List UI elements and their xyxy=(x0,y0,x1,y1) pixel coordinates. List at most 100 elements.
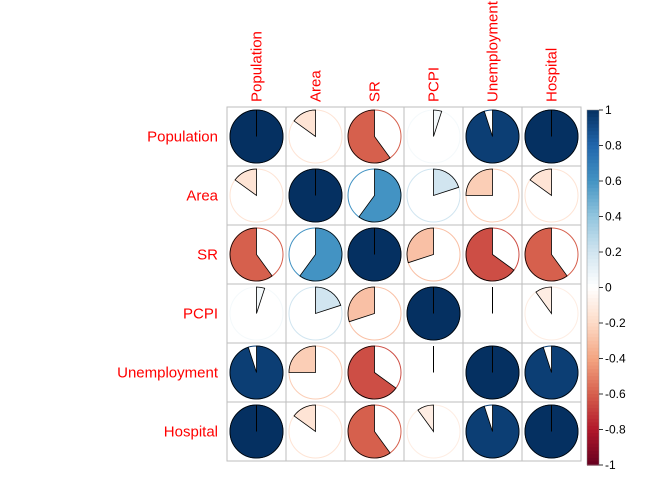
colorbar-segment xyxy=(587,454,599,459)
colorbar: 1 0.8 0.6 0.4 0.2 0 -0.2 -0.4 -0.6 -0.8 -1 xyxy=(586,103,626,472)
cell-Hospital-Area xyxy=(285,401,346,462)
col-label-PCPI: PCPI xyxy=(426,67,443,102)
colorbar-segment xyxy=(587,177,599,182)
colorbar-segment xyxy=(587,330,599,335)
colorbar-segment xyxy=(587,362,599,367)
cell-Population-Area xyxy=(285,106,346,167)
colorbar-segment xyxy=(587,312,599,317)
colorbar-segment xyxy=(587,291,599,296)
row-label-Unemployment: Unemployment xyxy=(117,365,219,382)
colorbar-segment xyxy=(587,319,599,324)
colorbar-tick-label: 0.6 xyxy=(605,174,622,188)
colorbar-segment xyxy=(587,244,599,250)
colorbar-segment xyxy=(587,440,599,445)
colorbar-segment xyxy=(587,191,599,196)
colorbar-segment xyxy=(587,230,599,235)
colorbar-segment xyxy=(587,156,599,161)
colorbar-segment xyxy=(587,124,599,129)
row-label-PCPI: PCPI xyxy=(183,306,218,323)
cell-Area-Population xyxy=(226,165,287,226)
cell-SR-Hospital xyxy=(521,224,582,285)
cell-Population-Population xyxy=(226,106,287,167)
cell-PCPI-Hospital xyxy=(521,283,582,344)
cell-SR-SR xyxy=(344,224,405,285)
colorbar-segment xyxy=(587,173,599,179)
pie-wedge xyxy=(529,168,552,197)
colorbar-segment xyxy=(587,127,599,132)
colorbar-segment xyxy=(587,241,599,246)
colorbar-segment xyxy=(587,383,599,388)
colorbar-segment xyxy=(587,195,599,200)
colorbar-segment xyxy=(587,301,599,306)
cell-PCPI-Unemployment xyxy=(462,283,523,344)
colorbar-segment xyxy=(587,259,599,264)
row-label-SR: SR xyxy=(197,247,218,264)
colorbar-segment xyxy=(587,425,599,431)
colorbar-segment xyxy=(587,294,599,299)
colorbar-segment xyxy=(587,351,599,356)
colorbar-segment xyxy=(587,397,599,402)
colorbar-segment xyxy=(587,262,599,267)
pie-wedge xyxy=(524,345,579,400)
colorbar-segment xyxy=(587,269,599,274)
pie-wedge xyxy=(288,345,316,373)
pie-wedge xyxy=(417,404,434,433)
colorbar-segment xyxy=(587,276,599,281)
colorbar-segment xyxy=(587,113,599,118)
pie-wedge xyxy=(465,227,515,282)
row-label-Hospital: Hospital xyxy=(164,424,218,441)
colorbar-segment xyxy=(587,347,599,352)
colorbar-segment xyxy=(587,401,599,406)
colorbar-segment xyxy=(587,266,599,271)
pie-wedge xyxy=(465,168,493,196)
colorbar-segment xyxy=(587,436,599,441)
colorbar-segment xyxy=(587,152,599,157)
colorbar-segment xyxy=(587,159,599,164)
pie-wedge xyxy=(465,404,520,459)
pie-wedge xyxy=(358,168,402,223)
pie-wedge xyxy=(234,168,257,197)
cell-SR-Unemployment xyxy=(462,224,523,285)
pie-wedge xyxy=(315,286,342,315)
pie-wedge xyxy=(347,286,375,323)
colorbar-segment xyxy=(587,394,599,399)
colorbar-segment xyxy=(587,138,599,143)
colorbar-tick-label: 0.8 xyxy=(605,139,622,153)
pie-wedge xyxy=(229,227,273,282)
colorbar-segment xyxy=(587,212,599,218)
cell-PCPI-Area xyxy=(285,283,346,344)
colorbar-tick-label: -0.8 xyxy=(605,423,626,437)
colorbar-segment xyxy=(587,422,599,427)
colorbar-segment xyxy=(587,323,599,328)
colorbar-segment xyxy=(587,298,599,303)
pie-wedge xyxy=(299,227,343,282)
col-label-Unemployment: Unemployment xyxy=(485,0,502,102)
colorbar-segment xyxy=(587,340,599,345)
colorbar-segment xyxy=(587,252,599,257)
pie-wedge xyxy=(535,286,552,315)
colorbar-segment xyxy=(587,234,599,239)
colorbar-segment xyxy=(587,354,599,360)
cell-Unemployment-Unemployment xyxy=(462,342,523,403)
colorbar-segment xyxy=(587,372,599,377)
cell-PCPI-Population xyxy=(226,283,287,344)
pie-wedge xyxy=(433,168,460,197)
colorbar-tick-label: 1 xyxy=(605,103,612,117)
colorbar-segment xyxy=(587,166,599,171)
colorbar-segment xyxy=(587,220,599,225)
cell-Unemployment-Area xyxy=(285,342,346,403)
colorbar-segment xyxy=(587,237,599,242)
colorbar-segment xyxy=(587,404,599,409)
col-label-Hospital: Hospital xyxy=(544,48,561,102)
cell-PCPI-PCPI xyxy=(403,283,464,344)
cell-Area-Unemployment xyxy=(462,165,523,226)
colorbar-segment xyxy=(587,447,599,452)
cell-Hospital-PCPI xyxy=(403,401,464,462)
colorbar-segment xyxy=(587,280,599,285)
col-label-Area: Area xyxy=(308,70,325,102)
col-label-Population: Population xyxy=(249,31,266,102)
cells-layer xyxy=(226,106,582,462)
colorbar-segment xyxy=(587,110,599,115)
colorbar-segment xyxy=(587,408,599,413)
colorbar-segment xyxy=(587,365,599,370)
